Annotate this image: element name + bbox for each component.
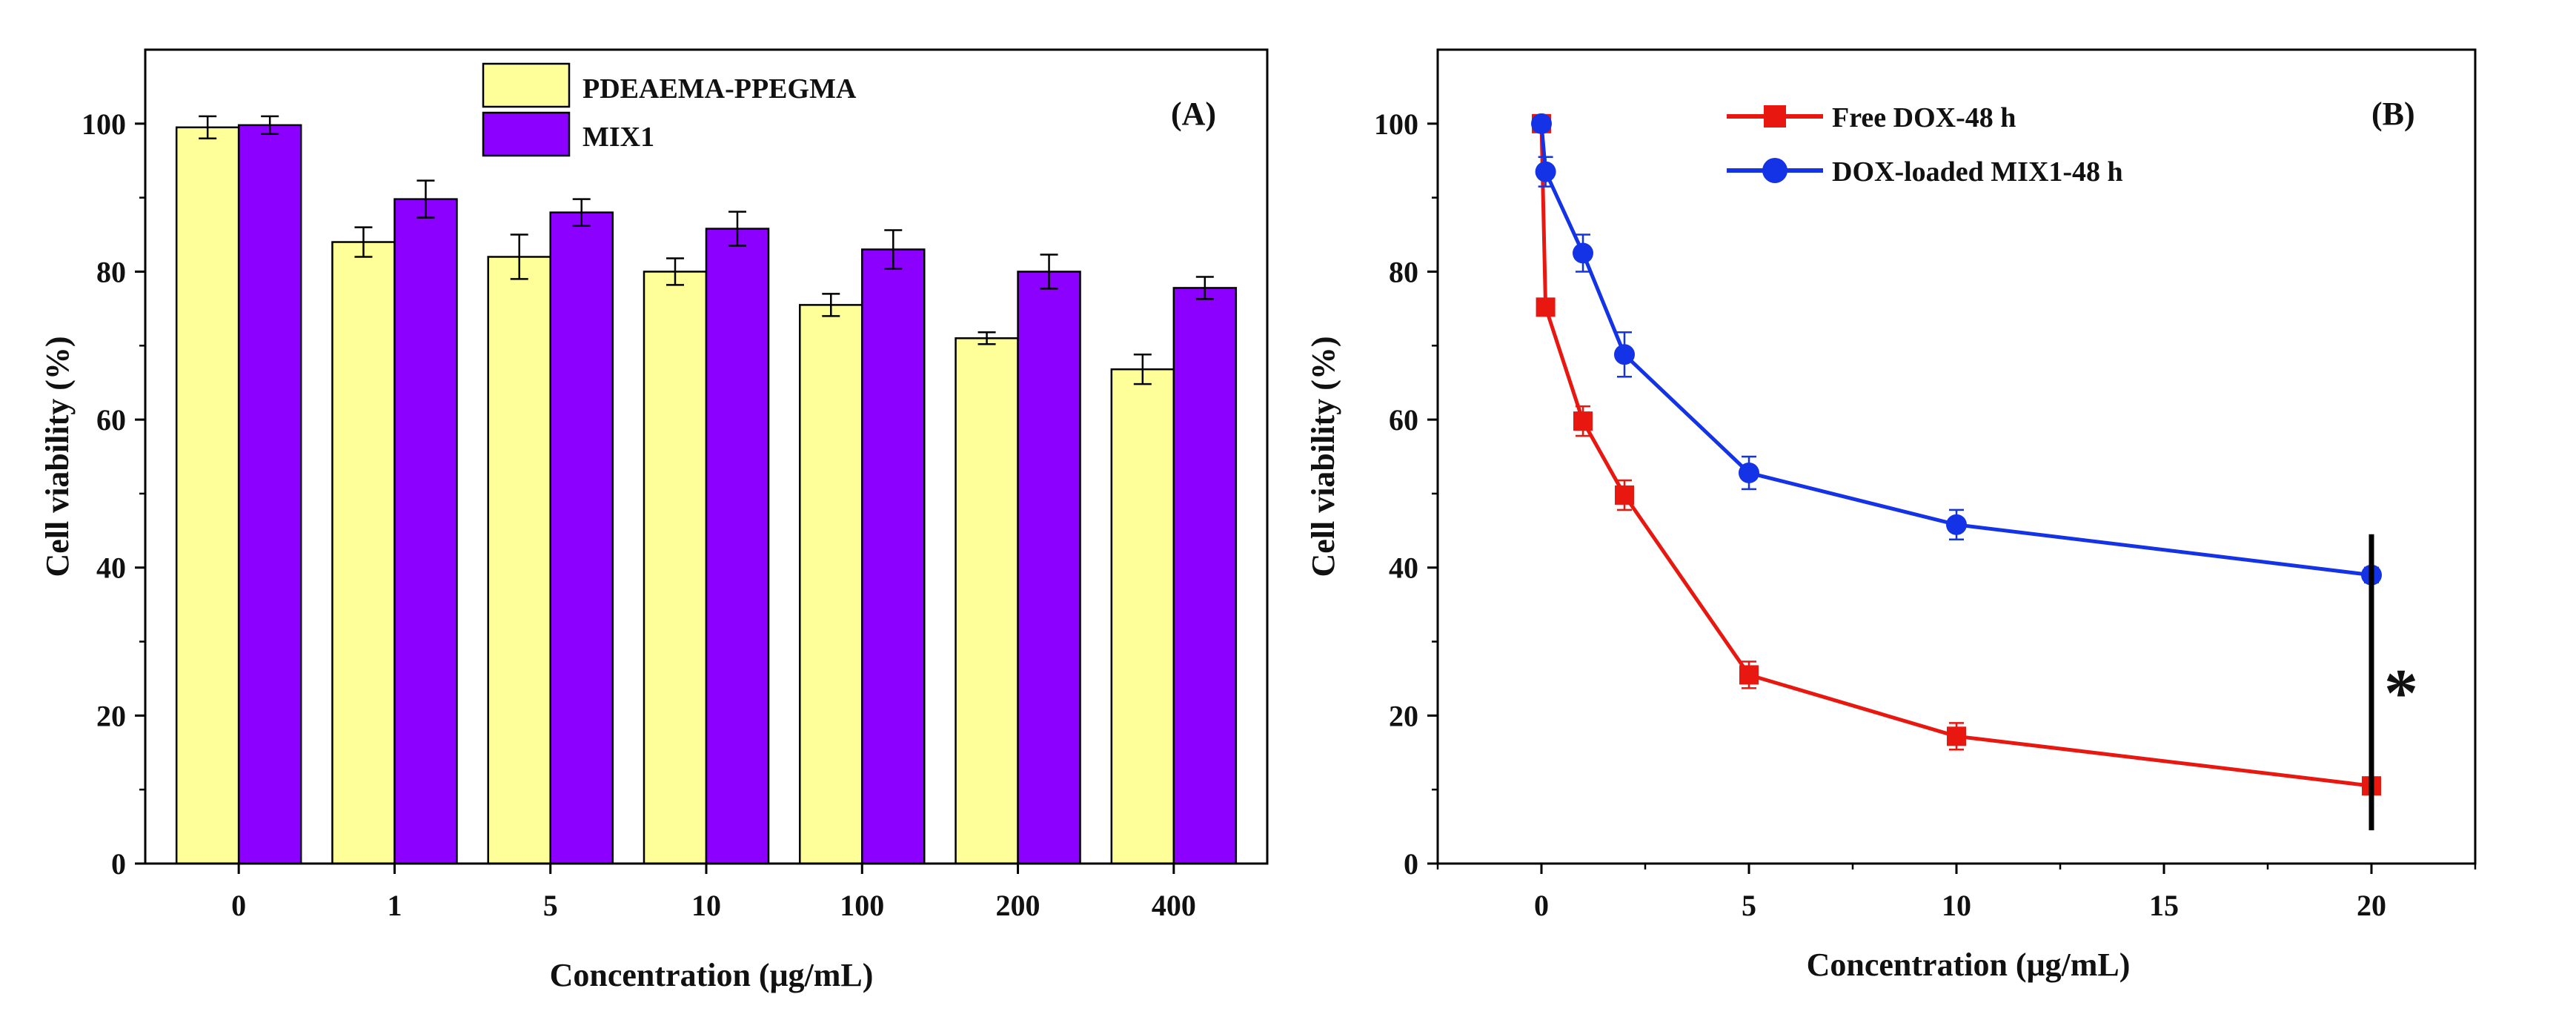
- y-axis-a: 0 20 40 60 80 100: [82, 107, 145, 881]
- data-point-circle: [1531, 113, 1552, 134]
- bar-pdeaema-ppegma: [331, 241, 396, 865]
- legend-label-free-dox: Free DOX-48 h: [1832, 102, 2016, 133]
- bar-pdeaema-ppegma: [799, 304, 863, 865]
- bar-pdeaema-ppegma: [643, 271, 708, 865]
- x-tick-label-a: 0: [231, 889, 246, 922]
- bar-mix1: [1017, 271, 1081, 865]
- error-bar: [199, 115, 217, 140]
- x-tick-label-a: 200: [996, 889, 1040, 922]
- y-axis-b: 0 20 40 60 80 100: [1374, 107, 1438, 881]
- bar-pdeaema-ppegma: [1110, 368, 1175, 865]
- bar-pdeaema-ppegma: [175, 126, 240, 865]
- x-tick-label-b: 15: [2149, 889, 2179, 922]
- panel-label-a: (A): [1171, 96, 1216, 132]
- series-free-dox: [1532, 113, 2381, 796]
- bar-mix1: [237, 124, 302, 865]
- chart-panel-a: 0 20 40 60 80 100 0 1 5 10 100 200 400 Cell viabili…: [39, 48, 1269, 993]
- data-point-square: [1739, 665, 1759, 685]
- significance-asterisk: *: [2384, 655, 2418, 730]
- error-bar: [728, 211, 746, 247]
- bar-pdeaema-ppegma: [487, 256, 551, 865]
- bar-mix1: [1172, 287, 1238, 865]
- chart-panel-b: 0 20 40 60 80 100 0 5 10 15 20 * Cell viability (…: [1305, 48, 2477, 983]
- data-point-square: [1947, 726, 1966, 746]
- error-bar: [666, 257, 684, 286]
- error-bar-group: [199, 115, 1214, 385]
- y-tick-label-b: 40: [1389, 551, 1418, 585]
- legend-a: PDEAEMA-PPEGMA MIX1: [482, 62, 857, 157]
- bar-mix1: [549, 211, 614, 865]
- y-tick-label-a: 80: [96, 255, 126, 288]
- bar-mix1: [705, 228, 770, 865]
- data-point-circle: [1614, 344, 1635, 365]
- legend-marker-free-dox: [1764, 105, 1786, 127]
- error-bar: [1040, 254, 1058, 290]
- data-point-square: [1536, 297, 1556, 317]
- error-bar: [1133, 354, 1152, 385]
- data-point-square: [1615, 485, 1634, 505]
- x-tick-label-b: 0: [1534, 889, 1549, 922]
- x-tick-label-a: 5: [543, 889, 558, 922]
- y-tick-label-a: 20: [96, 699, 126, 732]
- legend-label-pdeaema: PDEAEMA-PPEGMA: [582, 73, 857, 105]
- legend-label-dox-mix1: DOX-loaded MIX1-48 h: [1832, 156, 2123, 188]
- y-tick-label-a: 0: [111, 847, 126, 881]
- x-tick-label-b: 5: [1742, 889, 1756, 922]
- y-tick-label-b: 0: [1404, 847, 1418, 881]
- x-axis-title-a: Concentration (μg/mL): [550, 957, 874, 993]
- error-bar: [354, 226, 373, 258]
- legend-marker-dox-mix1: [1762, 158, 1787, 183]
- data-point-circle: [1739, 462, 1759, 483]
- error-bar: [572, 198, 591, 227]
- error-bar: [1195, 276, 1214, 300]
- data-point-circle: [1535, 161, 1556, 182]
- data-point-circle: [1573, 242, 1593, 264]
- error-bar: [977, 331, 996, 345]
- x-tick-label-a: 400: [1152, 889, 1196, 922]
- x-tick-label-a: 100: [840, 889, 884, 922]
- line-series-group: [1531, 113, 2382, 796]
- y-axis-title-a: Cell viability (%): [39, 336, 76, 577]
- legend-b: Free DOX-48 h DOX-loaded MIX1-48 h: [1727, 102, 2123, 188]
- error-bar: [416, 179, 435, 219]
- x-axis-a: 0 1 5 10 100 200 400: [231, 864, 1196, 922]
- x-axis-b: 0 5 10 15 20: [1436, 864, 2477, 922]
- y-tick-label-b: 20: [1389, 699, 1418, 732]
- y-tick-label-a: 60: [96, 403, 126, 437]
- bar-series-group: [175, 124, 1238, 865]
- y-tick-label-b: 80: [1389, 255, 1418, 288]
- panel-label-b: (B): [2371, 96, 2415, 132]
- y-tick-label-b: 60: [1389, 403, 1418, 437]
- error-bar: [884, 229, 903, 270]
- bar-pdeaema-ppegma: [955, 337, 1019, 865]
- y-axis-title-b: Cell viability (%): [1305, 336, 1341, 577]
- legend-swatch-pdeaema: [482, 62, 571, 108]
- x-tick-label-a: 1: [387, 889, 402, 922]
- legend-label-mix1: MIX1: [582, 122, 654, 153]
- x-tick-label-b: 20: [2357, 889, 2386, 922]
- data-point-circle: [1946, 514, 1967, 535]
- series-dox-loaded-mix1: [1531, 113, 2382, 586]
- error-bar: [510, 233, 528, 280]
- legend-swatch-mix1: [482, 111, 571, 157]
- bar-mix1: [394, 198, 458, 865]
- y-tick-label-a: 40: [96, 551, 126, 585]
- y-tick-label-b: 100: [1374, 107, 1418, 141]
- x-tick-label-b: 10: [1942, 889, 1971, 922]
- x-tick-label-a: 10: [691, 889, 721, 922]
- error-bar: [261, 115, 279, 136]
- data-point-square: [1573, 411, 1593, 431]
- error-bar: [822, 293, 840, 317]
- y-tick-label-a: 100: [82, 107, 126, 141]
- bar-mix1: [861, 248, 926, 865]
- x-axis-title-b: Concentration (μg/mL): [1807, 947, 2131, 983]
